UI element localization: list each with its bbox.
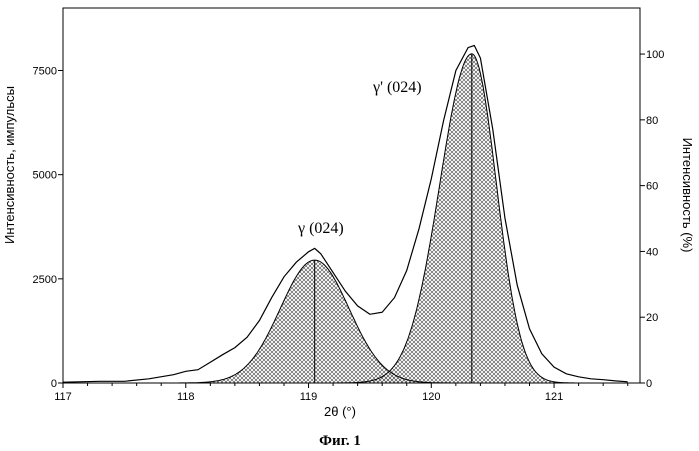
peak-fill-layer — [88, 54, 628, 383]
x-tick-label: 121 — [545, 391, 563, 403]
y-left-tick-label: 5000 — [33, 170, 57, 182]
y-right-tick-label: 60 — [646, 181, 658, 193]
y-right-tick-label: 100 — [646, 49, 664, 61]
y-right-tick-label: 20 — [646, 312, 658, 324]
y-right-tick-label: 80 — [646, 115, 658, 127]
x-tick-label: 118 — [177, 391, 195, 403]
fit-curve-gamma-prime — [124, 54, 627, 383]
peak-label-gamma: γ (024) — [297, 220, 344, 237]
y-left-tick-label: 2500 — [33, 274, 57, 286]
y-left-tick-label: 0 — [51, 378, 57, 390]
figure-caption: Фиг. 1 — [319, 433, 361, 449]
x-tick-label: 119 — [300, 391, 318, 403]
x-axis-title: 2θ (°) — [324, 404, 356, 419]
y-left-tick-label: 7500 — [33, 66, 57, 78]
y-axis-title-right: Интенсивность (%) — [680, 138, 695, 253]
x-tick-label: 120 — [422, 391, 440, 403]
y-right-tick-label: 0 — [646, 378, 652, 390]
peak-fill-gamma-prime — [124, 54, 627, 383]
x-tick-label: 117 — [54, 391, 72, 403]
y-axis-title-left: Интенсивность, импульсы — [2, 86, 17, 244]
y-right-tick-label: 40 — [646, 246, 658, 258]
peak-label-gamma-prime: γ' (024) — [372, 79, 422, 96]
